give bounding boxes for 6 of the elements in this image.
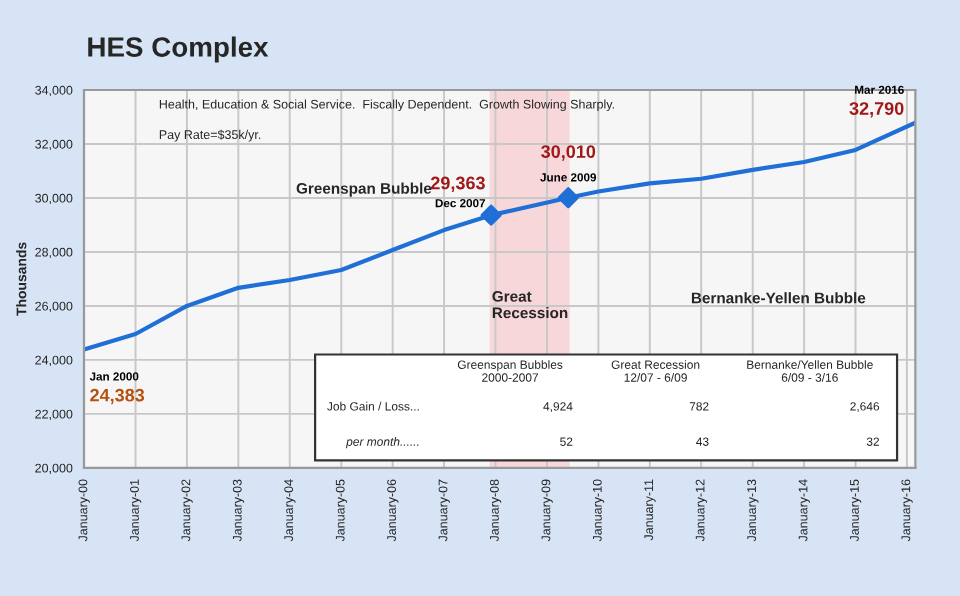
annotation: 32,790 — [849, 102, 904, 118]
chart-title: HES Complex — [88, 36, 269, 63]
annotation: 29,363 — [430, 176, 485, 192]
line-series — [84, 120, 916, 352]
annotation: 30,010 — [541, 145, 596, 161]
annotation: 24,383 — [90, 388, 145, 405]
